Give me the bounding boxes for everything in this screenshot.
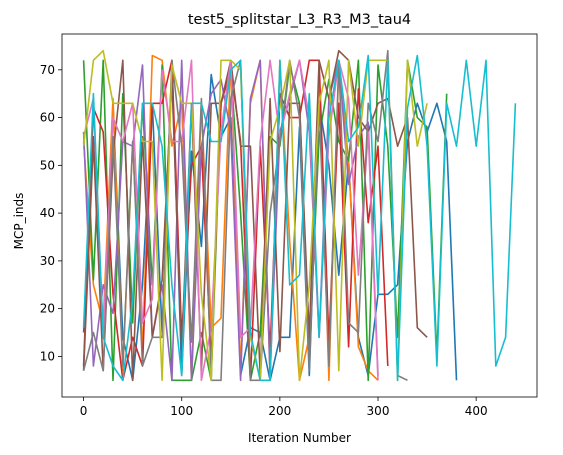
y-tick-label: 50 xyxy=(40,158,55,172)
series-line-6 xyxy=(82,49,428,382)
y-tick-label: 30 xyxy=(40,254,55,268)
y-tick-label: 60 xyxy=(40,111,55,125)
chart-title: test5_splitstar_L3_R3_M3_tau4 xyxy=(188,12,411,28)
y-tick-label: 20 xyxy=(40,302,55,316)
x-axis-label: Iteration Number xyxy=(248,431,351,445)
y-tick-label: 70 xyxy=(40,63,55,77)
x-tick-label: 0 xyxy=(80,404,88,418)
series-layer xyxy=(82,49,517,382)
x-tick-label: 200 xyxy=(268,404,291,418)
x-tick-label: 100 xyxy=(170,404,193,418)
y-axis-ticks: 10 20 30 40 50 60 70 xyxy=(40,63,62,363)
y-tick-label: 10 xyxy=(40,349,55,363)
series-line-10 xyxy=(82,54,517,382)
y-axis-label: MCP_inds xyxy=(12,193,26,250)
x-tick-label: 400 xyxy=(465,404,488,418)
x-tick-label: 300 xyxy=(367,404,390,418)
plot-area-frame xyxy=(61,33,538,398)
x-axis-ticks: 0 100 200 300 400 xyxy=(80,397,488,418)
y-tick-label: 40 xyxy=(40,206,55,220)
